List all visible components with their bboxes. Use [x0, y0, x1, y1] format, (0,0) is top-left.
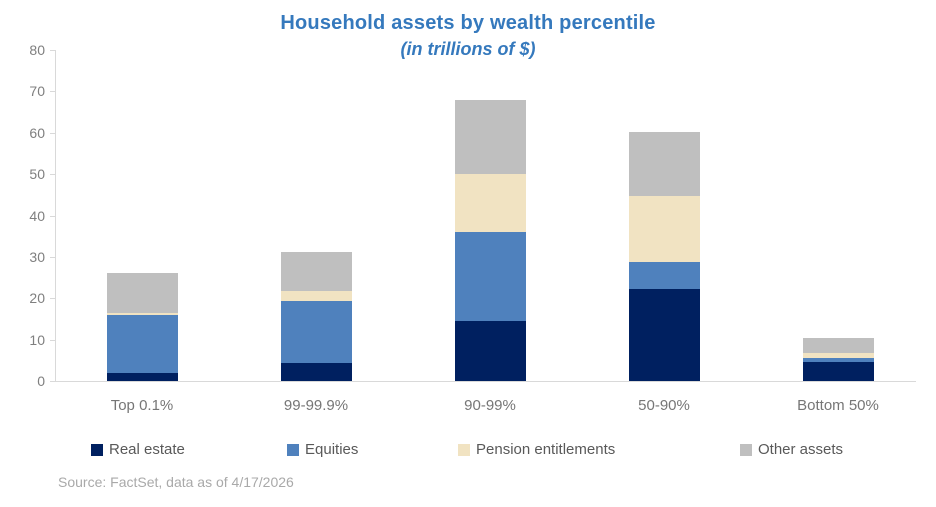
y-tick-label: 50: [29, 166, 45, 183]
chart-subtitle: (in trillions of $): [400, 39, 536, 59]
x-category-label: Top 0.1%: [110, 397, 174, 414]
x-axis-line: [55, 381, 916, 382]
bar-top-0-1-: [106, 50, 178, 381]
bar-segment: [106, 273, 178, 313]
y-tick-mark: [50, 339, 55, 341]
bar-segment: [280, 290, 352, 302]
bar-50-90-: [628, 50, 700, 381]
y-tick-mark: [50, 256, 55, 258]
y-tick-mark: [50, 381, 55, 382]
bar-segment: [280, 252, 352, 291]
y-tick-label: 0: [37, 373, 45, 389]
chart-title: Household assets by wealth percentile: [280, 12, 656, 34]
y-axis-line: [55, 50, 56, 381]
bar-segment: [802, 362, 874, 381]
bar-segment: [106, 314, 178, 373]
y-tick-label: 60: [29, 124, 45, 141]
bar-segment: [628, 195, 700, 262]
legend-label: Equities: [305, 441, 359, 458]
bar-segment: [454, 174, 526, 233]
bar-segment: [802, 352, 874, 359]
bar-segment: [628, 261, 700, 289]
x-category-label: 99-99.9%: [283, 397, 349, 414]
bar-segment: [280, 363, 352, 381]
bar-segment: [454, 321, 526, 381]
bar-segment: [802, 337, 874, 353]
source-note: Source: FactSet, data as of 4/17/2026: [58, 474, 294, 490]
plot-area: 0 10 20 30 40 50 60 70 80 Top 0.1% 99-99.9% 90-99%…: [29, 42, 925, 414]
bar-bottom-50-: [802, 50, 874, 381]
y-tick-mark: [50, 174, 55, 176]
bar-segment: [628, 131, 700, 196]
legend-swatch-icon: [458, 443, 470, 456]
bar-segment: [454, 99, 526, 175]
x-category-label: 90-99%: [464, 397, 516, 414]
legend: Real estate Equities Pension entitlements O…: [0, 441, 936, 459]
bar-segment: [280, 301, 352, 364]
legend-label: Real estate: [109, 441, 185, 458]
y-tick-label: 20: [29, 290, 45, 307]
bar-segment: [106, 312, 178, 315]
y-tick-mark: [50, 132, 55, 134]
x-category-label: 50-90%: [638, 397, 690, 414]
y-tick-label: 80: [29, 42, 45, 58]
bar-segment: [454, 232, 526, 322]
bar-segment: [106, 372, 178, 381]
y-tick-mark: [50, 91, 55, 93]
bar-90-99-: [454, 50, 526, 381]
y-tick-label: 10: [29, 331, 45, 348]
legend-item: Pension entitlements: [458, 441, 615, 458]
bar-99-99-9-: [280, 50, 352, 381]
bar-segment: [802, 358, 874, 363]
y-tick-label: 30: [29, 248, 45, 265]
y-tick-label: 70: [29, 83, 45, 100]
legend-swatch-icon: [740, 443, 752, 456]
legend-item: Other assets: [740, 441, 843, 458]
legend-item: Equities: [287, 441, 358, 458]
bar-segment: [628, 288, 700, 381]
y-tick-mark: [50, 298, 55, 300]
legend-swatch-icon: [287, 443, 299, 456]
y-tick-mark: [50, 215, 55, 217]
y-tick-label: 40: [29, 207, 45, 224]
y-tick-mark: [50, 50, 55, 51]
legend-swatch-icon: [91, 443, 103, 456]
x-category-label: Bottom 50%: [797, 397, 879, 414]
legend-label: Pension entitlements: [476, 441, 616, 458]
legend-label: Other assets: [758, 441, 844, 458]
legend-item: Real estate: [91, 441, 185, 458]
